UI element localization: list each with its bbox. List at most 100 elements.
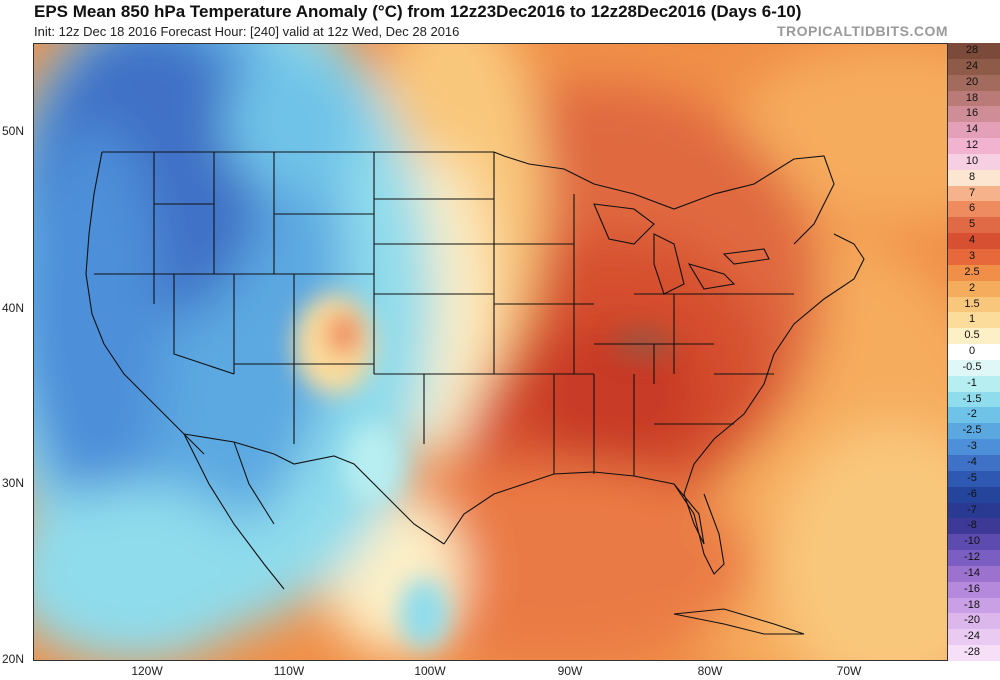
state-lines — [94, 152, 794, 476]
legend-label: 24 — [965, 59, 979, 72]
legend-swatch: 6 — [948, 201, 1000, 218]
lat-label-20n: 20N — [2, 652, 25, 666]
legend-swatch: 2 — [948, 280, 1000, 297]
west-texas-cool-region — [344, 424, 404, 504]
cuba-outline — [673, 608, 805, 635]
legend-swatch: -1.5 — [948, 391, 1000, 408]
legend-label: -2.5 — [962, 424, 982, 437]
lat-label-50n: 50N — [2, 124, 25, 138]
florida-outline — [673, 483, 725, 575]
legend-label: 2 — [968, 281, 976, 294]
legend-swatch: -24 — [948, 629, 1000, 646]
mexico-border — [183, 433, 445, 545]
lon-label-110w: 110W — [273, 664, 305, 678]
legend-label: 12 — [965, 139, 979, 152]
legend-swatch: -3 — [948, 439, 1000, 455]
legend-swatch: 24 — [948, 58, 1000, 75]
lon-label-90w: 90W — [557, 664, 583, 678]
legend-label: 28 — [965, 44, 979, 56]
west-coastline — [85, 151, 205, 455]
east-coastline — [683, 233, 865, 495]
pacific-cool-region — [34, 484, 264, 660]
legend-label: 1.5 — [964, 297, 980, 310]
legend-label: -28 — [964, 646, 980, 659]
legend-swatch: -2.5 — [948, 423, 1000, 440]
legend-swatch: -4 — [948, 455, 1000, 471]
legend-label: -7 — [967, 503, 977, 516]
legend-label: 4 — [968, 234, 976, 247]
legend-swatch: 5 — [948, 217, 1000, 234]
legend-swatch: 8 — [948, 169, 1000, 186]
legend-swatch: 3 — [948, 249, 1000, 265]
legend-label: 10 — [965, 154, 979, 167]
legend-swatch: -5 — [948, 470, 1000, 487]
great-lakes — [593, 203, 770, 295]
mexico-cool-spot — [399, 579, 449, 649]
legend-swatch: -16 — [948, 581, 1000, 598]
legend-swatch: -20 — [948, 613, 1000, 630]
legend-label: -3 — [967, 440, 977, 453]
far-atlantic-region — [774, 424, 947, 660]
legend-label: 1 — [968, 313, 976, 326]
baja-outline — [183, 433, 285, 590]
legend-swatch: 2.5 — [948, 264, 1000, 281]
legend-label: 18 — [965, 91, 979, 104]
four-corners-hot-spot — [326, 312, 362, 356]
legend-swatch: 1 — [948, 312, 1000, 329]
legend-label: -24 — [964, 630, 980, 643]
legend-swatch: -12 — [948, 550, 1000, 566]
legend-swatch: -18 — [948, 597, 1000, 614]
anomaly-detail — [294, 294, 674, 649]
legend-swatch: 12 — [948, 138, 1000, 154]
lon-label-100w: 100W — [414, 664, 446, 678]
legend-swatch: -28 — [948, 645, 1000, 661]
legend-label: 0 — [968, 345, 976, 358]
legend-label: -18 — [964, 598, 980, 611]
legend-swatch: 28 — [948, 43, 1000, 59]
legend-swatch: -8 — [948, 518, 1000, 535]
legend-label: 3 — [968, 250, 976, 262]
legend-swatch: -7 — [948, 502, 1000, 519]
gulf-coastline — [443, 471, 705, 545]
anomaly-shading — [34, 44, 947, 660]
legend-swatch: 0.5 — [948, 328, 1000, 345]
boundaries — [85, 151, 865, 635]
legend-swatch: 16 — [948, 106, 1000, 123]
legend-label: 5 — [968, 218, 976, 231]
legend-label: 2.5 — [964, 265, 980, 278]
legend-label: 16 — [965, 107, 979, 120]
legend-label: -1.5 — [962, 392, 982, 405]
legend-swatch: -1 — [948, 375, 1000, 392]
legend-label: -1 — [967, 376, 977, 389]
color-legend: 28 24 20 18 16 14 12 10 8 7 6 5 4 3 2.5 2 1.5 1 0.5 0 -0.5 -1… — [948, 43, 1000, 661]
legend-label: 0.5 — [964, 329, 980, 342]
lon-label-120w: 120W — [131, 664, 163, 678]
legend-label: 6 — [968, 202, 976, 215]
pacific-coast-cold-region — [34, 124, 164, 524]
legend-swatch: 1.5 — [948, 296, 1000, 313]
legend-swatch: -14 — [948, 565, 1000, 582]
legend-label: -4 — [967, 456, 977, 468]
legend-swatch: -2 — [948, 407, 1000, 424]
legend-swatch: 20 — [948, 74, 1000, 91]
anomaly-map — [33, 43, 948, 661]
lat-label-30n: 30N — [2, 476, 25, 490]
legend-swatch: -0.5 — [948, 359, 1000, 376]
legend-label: -2 — [967, 408, 977, 421]
page-title: EPS Mean 850 hPa Temperature Anomaly (°C… — [34, 2, 802, 21]
forecast-info: Init: 12z Dec 18 2016 Forecast Hour: [24… — [34, 24, 460, 39]
canada-border — [102, 151, 835, 245]
canada-cool-region — [224, 54, 364, 194]
legend-swatch: 7 — [948, 185, 1000, 202]
hot-core-region — [524, 324, 704, 464]
legend-label: -20 — [964, 614, 980, 627]
legend-label: 14 — [965, 123, 979, 136]
north-atlantic-region — [734, 44, 947, 224]
lat-label-40n: 40N — [2, 301, 25, 315]
lon-label-70w: 70W — [836, 664, 862, 678]
legend-label: -10 — [964, 535, 980, 548]
legend-swatch: 10 — [948, 153, 1000, 170]
site-watermark: TROPICALTIDBITS.COM — [776, 23, 948, 39]
legend-label: -14 — [964, 566, 980, 579]
legend-label: -12 — [964, 551, 980, 564]
